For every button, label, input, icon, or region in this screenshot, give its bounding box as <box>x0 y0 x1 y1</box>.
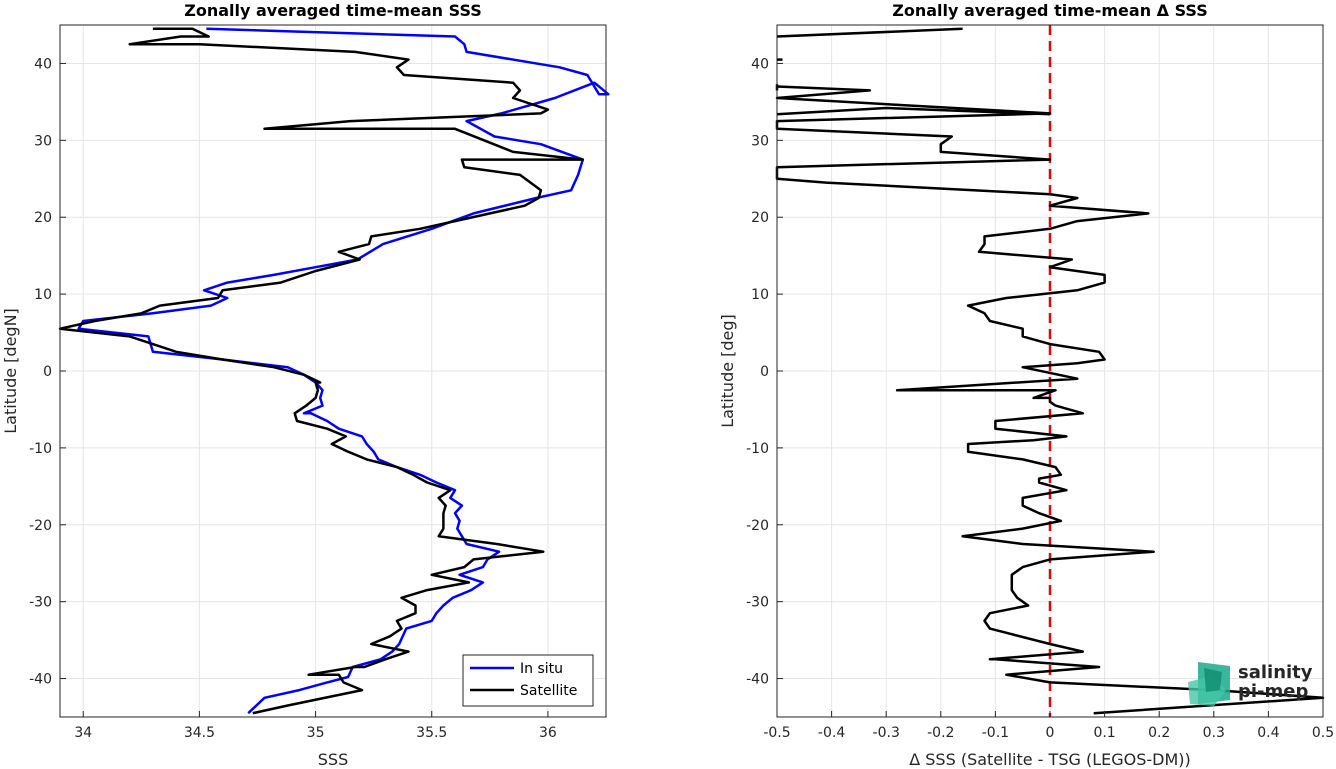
right-x-tick-label: 0.3 <box>1203 725 1225 741</box>
right-y-tick-label: -20 <box>746 518 769 534</box>
right-y-tick-label: -30 <box>746 595 769 611</box>
left-x-tick-label: 34.5 <box>184 725 215 741</box>
right-x-ticks: -0.5 -0.4 -0.3 -0.2 -0.1 0 0.1 0.2 0.3 0.4 0.5 <box>763 711 1334 741</box>
left-y-tick-label: 10 <box>34 287 52 303</box>
left-y-tick-label: 40 <box>34 56 52 72</box>
right-series-group <box>775 27 1325 715</box>
right-y-tick-label: -10 <box>746 441 769 457</box>
right-x-tick-label: 0 <box>1046 725 1055 741</box>
left-x-ticks: 34 34.5 35 35.5 36 <box>74 711 557 741</box>
right-x-tick-label: -0.2 <box>927 725 954 741</box>
right-chart-title: Zonally averaged time-mean Δ SSS <box>892 1 1208 20</box>
left-y-tick-label: 0 <box>43 364 52 380</box>
salinity-pi-mep-logo: salinity pi-mep <box>1188 662 1313 706</box>
left-x-tick-label: 36 <box>539 725 557 741</box>
right-y-axis-label: Latitude [deg] <box>718 314 737 428</box>
logo-mark-icon <box>1188 662 1230 706</box>
left-series-line-satellite <box>58 27 585 715</box>
right-x-tick-label: -0.4 <box>818 725 845 741</box>
right-series-line-0 <box>775 85 1325 715</box>
right-x-tick-label: -0.3 <box>873 725 900 741</box>
right-x-tick-label: -0.1 <box>982 725 1009 741</box>
right-x-tick-label: 0.1 <box>1093 725 1115 741</box>
logo-line2: pi-mep <box>1238 681 1308 702</box>
legend-box <box>462 654 594 707</box>
right-y-tick-label: 10 <box>751 287 769 303</box>
left-y-axis-label: Latitude [degN] <box>1 308 20 434</box>
legend-in-situ-label: In situ <box>520 661 563 677</box>
left-y-tick-label: 20 <box>34 210 52 226</box>
legend-satellite-label: Satellite <box>520 683 577 699</box>
logo-line1: salinity <box>1238 662 1313 683</box>
right-x-axis-label: Δ SSS (Satellite - TSG (LEGOS-DM)) <box>909 750 1191 769</box>
right-x-tick-label: 0.5 <box>1312 725 1334 741</box>
left-y-ticks: -40 -30 -20 -10 0 10 20 30 40 <box>29 56 66 688</box>
left-x-tick-label: 35 <box>307 725 325 741</box>
left-chart-panel: 34 34.5 35 35.5 36 -40 -30 -20 -10 0 10 20 30 40 Zon… <box>1 1 610 769</box>
left-x-axis-label: SSS <box>318 750 348 769</box>
right-chart-panel: -0.5 -0.4 -0.3 -0.2 -0.1 0 0.1 0.2 0.3 0.4 0.5 -40… <box>718 1 1334 769</box>
left-x-tick-label: 34 <box>74 725 92 741</box>
left-y-tick-label: 30 <box>34 133 52 149</box>
legend: In situ Satellite <box>462 654 594 707</box>
right-y-tick-label: 20 <box>751 210 769 226</box>
left-series-group <box>58 27 610 715</box>
right-series-line-1 <box>776 27 963 38</box>
left-y-tick-label: -10 <box>29 441 52 457</box>
left-y-tick-label: -40 <box>29 672 52 688</box>
right-y-tick-label: 30 <box>751 133 769 149</box>
left-x-tick-label: 35.5 <box>416 725 447 741</box>
right-x-tick-label: -0.5 <box>763 725 790 741</box>
left-y-tick-label: -30 <box>29 595 52 611</box>
right-y-tick-label: 40 <box>751 56 769 72</box>
right-series-line-4 <box>776 106 1051 116</box>
left-series-line-in-situ <box>77 27 610 715</box>
left-y-tick-label: -20 <box>29 518 52 534</box>
right-y-tick-label: -40 <box>746 672 769 688</box>
right-x-tick-label: 0.4 <box>1257 725 1279 741</box>
right-y-tick-label: 0 <box>760 364 769 380</box>
right-x-tick-label: 0.2 <box>1148 725 1170 741</box>
right-y-ticks: -40 -30 -20 -10 0 10 20 30 40 <box>746 56 783 688</box>
left-chart-title: Zonally averaged time-mean SSS <box>184 1 482 20</box>
